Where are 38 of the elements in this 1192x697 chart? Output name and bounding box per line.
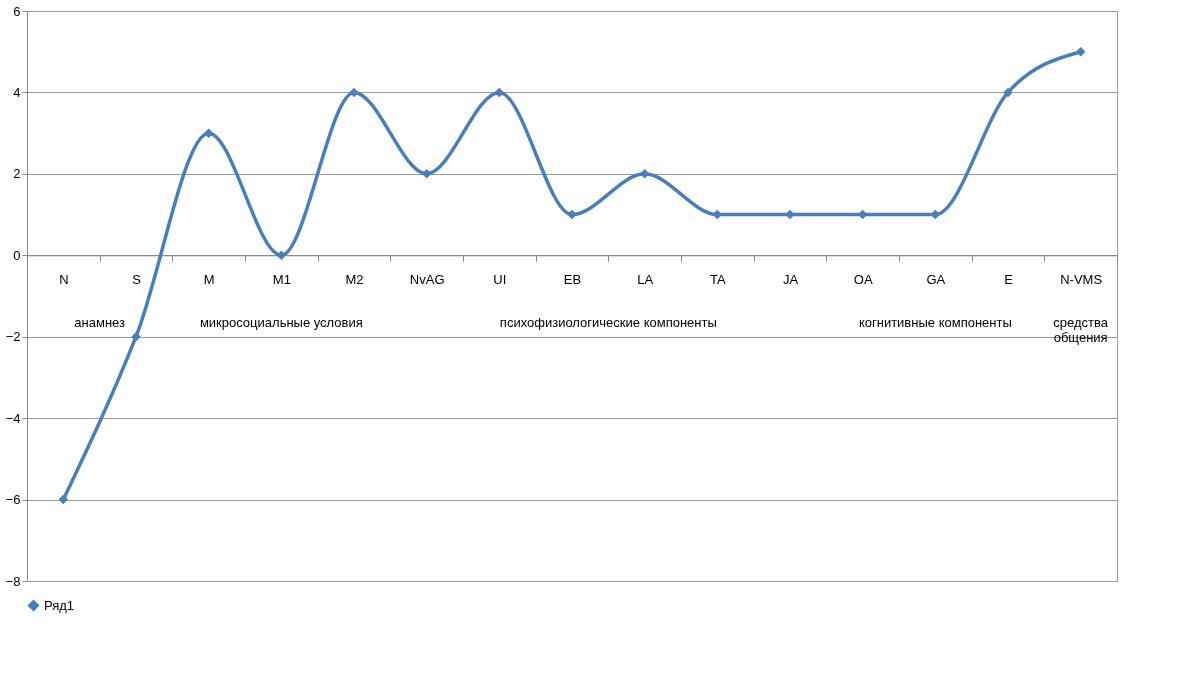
annotation: микросоциальные условия [199, 315, 363, 331]
annotation: анамнез [74, 315, 126, 331]
point [58, 494, 69, 505]
x-tick-label: E [1004, 271, 1014, 287]
point [349, 87, 359, 98]
y-tick-label: −6 [5, 492, 21, 508]
point [1075, 46, 1086, 57]
x-tick-label: N [59, 271, 69, 287]
x-tick-label: M [203, 271, 215, 287]
x-tick-label: M1 [272, 271, 291, 287]
point [203, 128, 214, 138]
x-tick-label: S [132, 271, 142, 287]
x-tick-label: TA [710, 271, 726, 287]
point [131, 331, 141, 342]
annotation: когнитивные компоненты [858, 315, 1012, 331]
point [567, 209, 577, 220]
x-tick-label: UI [493, 271, 507, 287]
y-tick-label: −8 [5, 573, 21, 589]
x-tick-label: LA [637, 271, 654, 287]
x-tick-label: GA [926, 271, 946, 287]
y-tick-label: 2 [13, 166, 21, 182]
point [494, 87, 505, 98]
x-tick-label: JA [782, 271, 799, 287]
y-tick-label: 0 [13, 247, 21, 263]
x-tick-label: NvAG [409, 271, 445, 287]
legend-label: Ряд1 [44, 597, 75, 613]
x-tick-label: N-VMS [1060, 271, 1103, 287]
annotation: психофизиологические компоненты [499, 315, 717, 331]
y-tick-label: −4 [5, 410, 21, 426]
point [1003, 87, 1013, 98]
y-tick-label: 6 [13, 3, 21, 19]
y-tick-label: −2 [5, 329, 21, 345]
x-tick-label: M2 [345, 271, 364, 287]
x-tick-label: OA [853, 271, 873, 287]
point [276, 250, 287, 261]
annotation: средства общения [1053, 315, 1109, 346]
x-tick-label: EB [563, 271, 582, 287]
y-tick-label: 4 [13, 84, 21, 100]
